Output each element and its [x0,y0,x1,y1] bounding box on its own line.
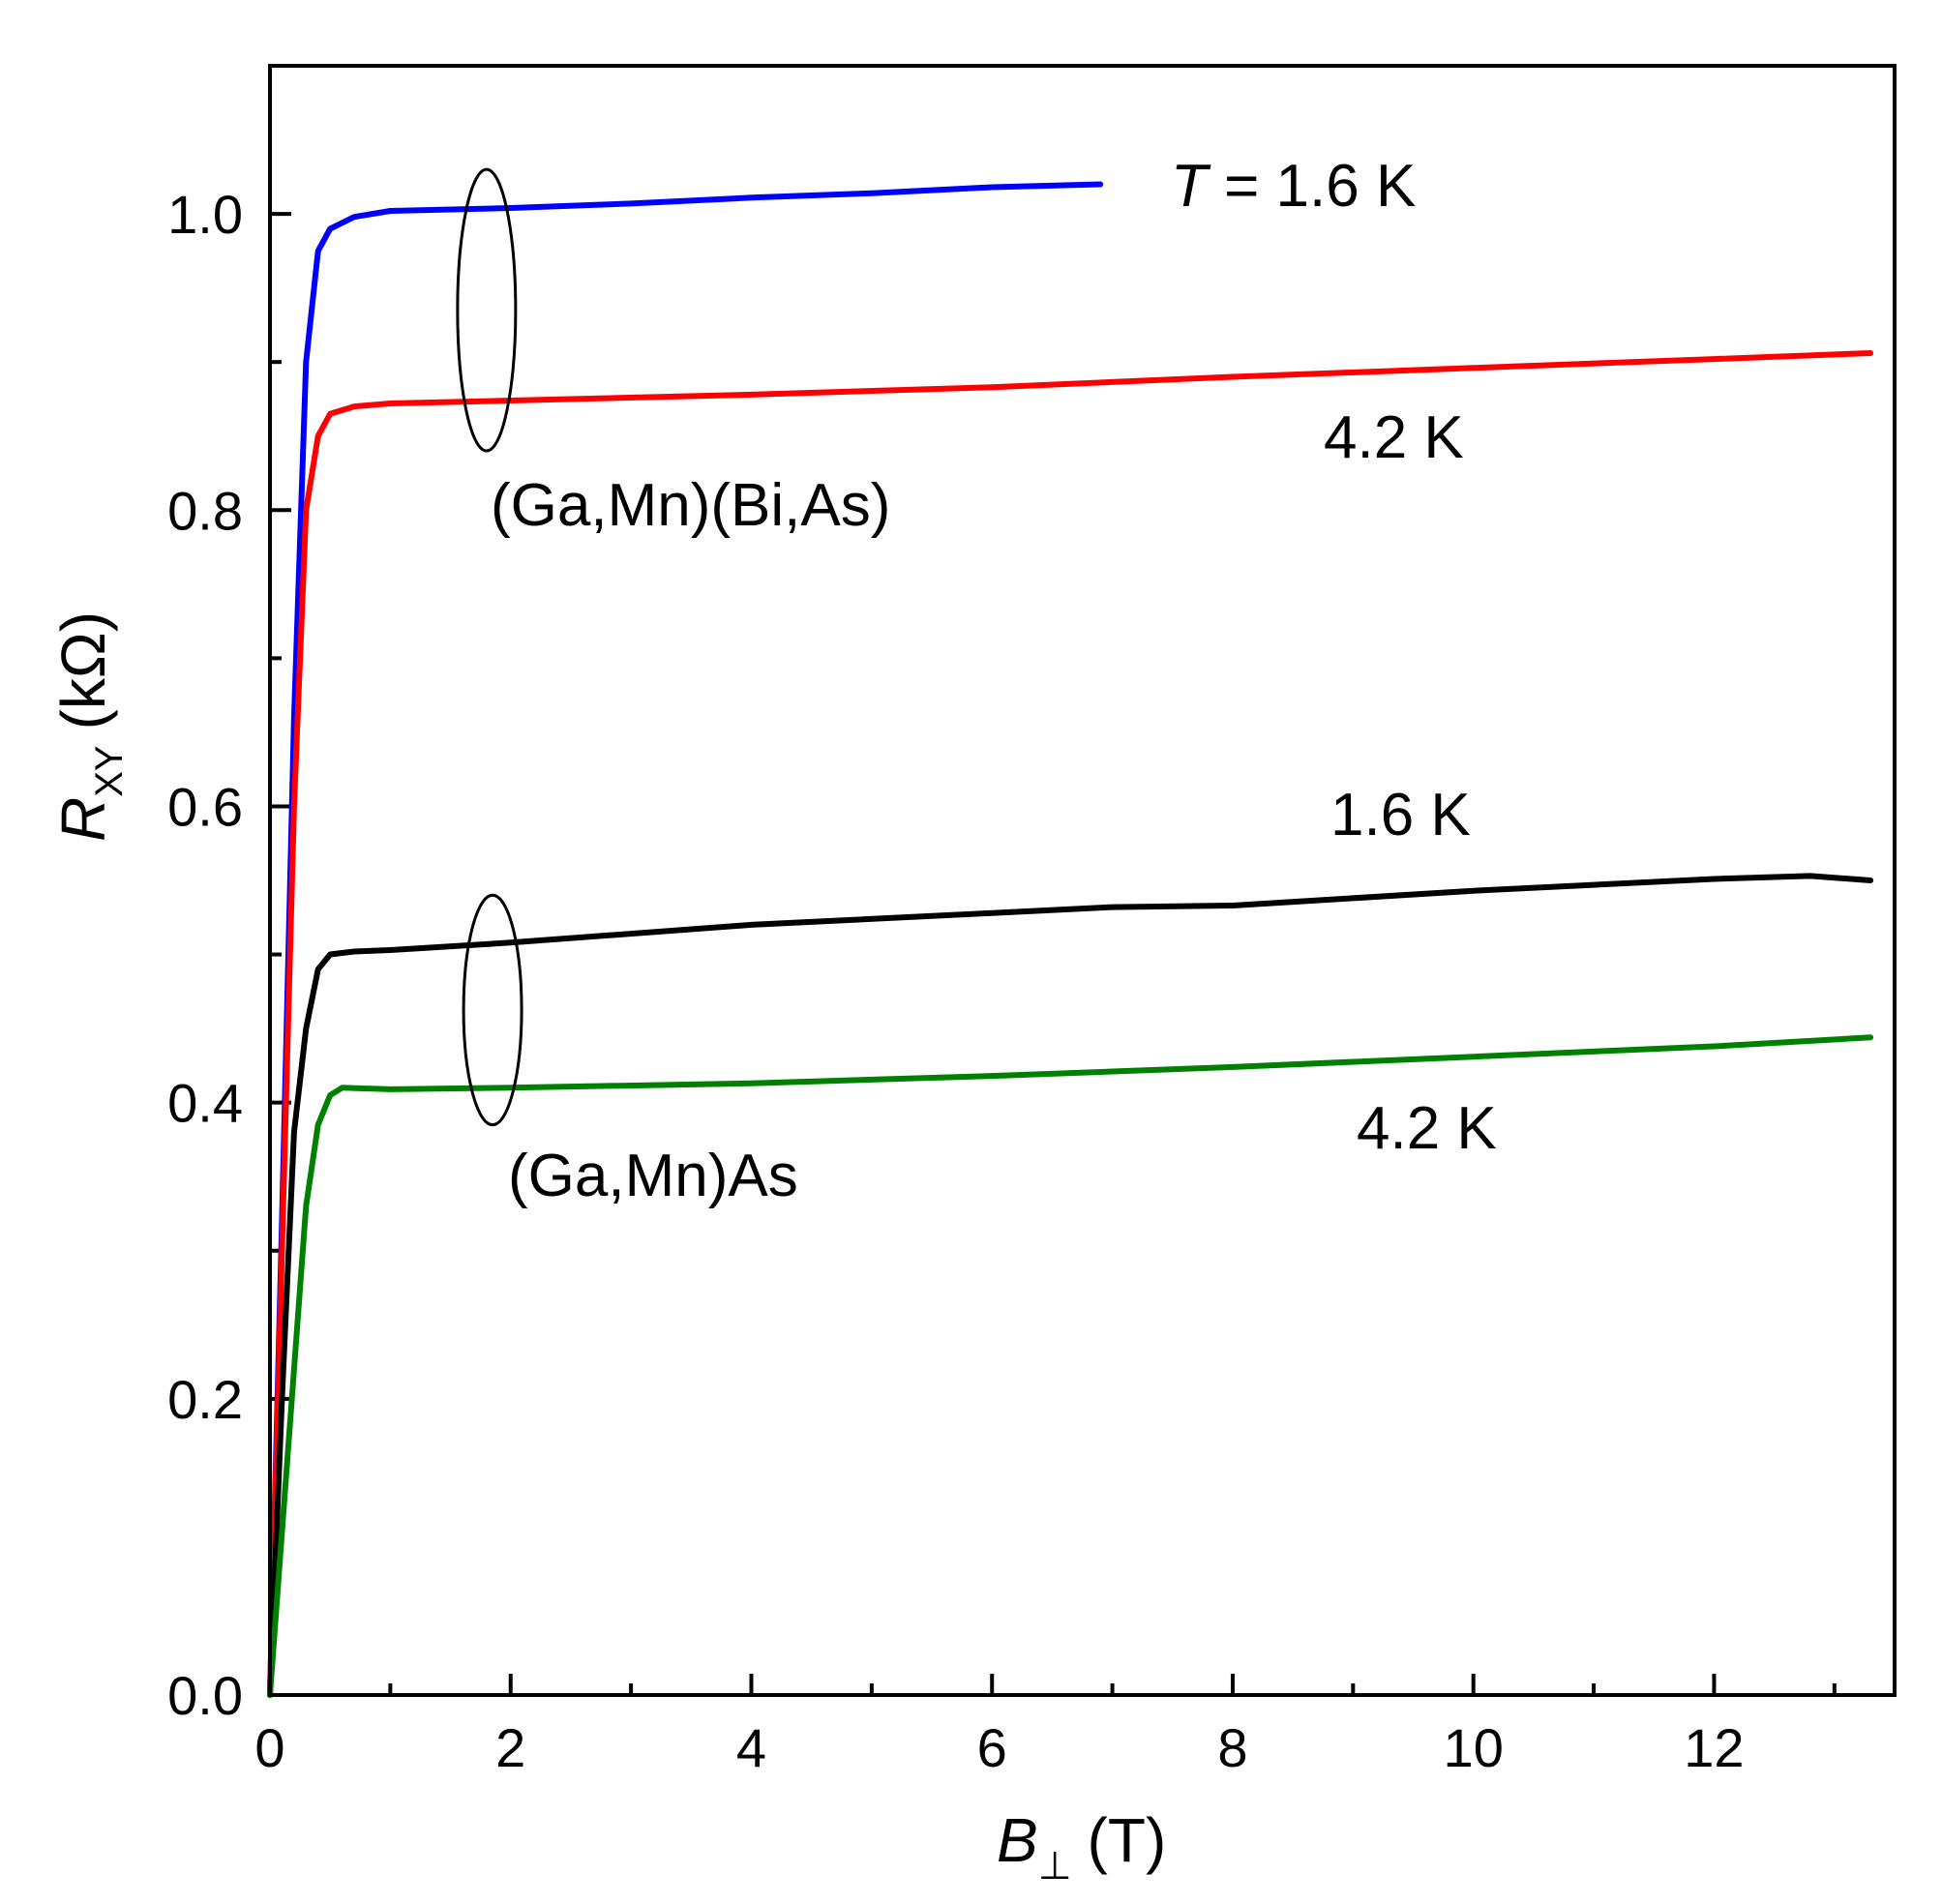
series-line [267,350,1874,1698]
series-line [267,181,1104,1698]
group-ellipse [462,893,523,1127]
axis-tick-labels: 0 2 4 6 8 10 12 0.0 0.2 0.4 0.6 0.8 1.0 [167,184,1744,1778]
x-axis-title: B⊥ (T) [997,1805,1166,1888]
annotation-t16-top-text: = 1.6 K [1208,153,1416,220]
x-tick-label: 10 [1444,1717,1504,1778]
x-axis-subscript: ⊥ [1038,1845,1072,1888]
y-tick-label: 0.8 [167,480,243,541]
y-axis-subscript: XY [88,745,131,796]
annotation-sample-gamnbias: (Ga,Mn)(Bi,As) [491,472,890,539]
y-tick-label: 1.0 [167,184,243,245]
annotation-t16-bottom: 1.6 K [1330,782,1471,848]
x-tick-label: 0 [254,1717,284,1778]
y-axis-unit: (kΩ) [48,611,118,729]
annotation-t16-top: T = 1.6 K [1171,153,1416,220]
group-ellipses [456,167,523,1127]
series-line [267,873,1874,1698]
y-tick-label: 0.6 [167,776,243,837]
annotation-t16-top-italic: T [1171,153,1211,220]
annotation-sample-gamnas: (Ga,Mn)As [508,1143,798,1209]
axis-ticks [268,212,1837,1697]
x-tick-label: 12 [1684,1717,1744,1778]
annotation-t42-top: 4.2 K [1324,404,1464,471]
x-tick-label: 4 [736,1717,766,1778]
annotation-t42-bottom: 4.2 K [1357,1095,1497,1162]
x-tick-label: 8 [1217,1717,1247,1778]
group-ellipse [456,167,518,453]
series-line [267,1034,1874,1698]
y-tick-label: 0.4 [167,1073,243,1134]
x-tick-label: 6 [977,1717,1007,1778]
x-axis-symbol: B [997,1805,1038,1875]
y-tick-label: 0.0 [167,1665,243,1726]
plot-frame [268,64,1897,1697]
x-axis-unit: (T) [1088,1805,1167,1875]
y-axis-symbol: R [48,797,118,842]
y-axis-title: RXY (kΩ) [48,611,131,842]
data-series [267,181,1874,1698]
y-tick-label: 0.2 [167,1369,243,1430]
x-tick-label: 2 [495,1717,525,1778]
